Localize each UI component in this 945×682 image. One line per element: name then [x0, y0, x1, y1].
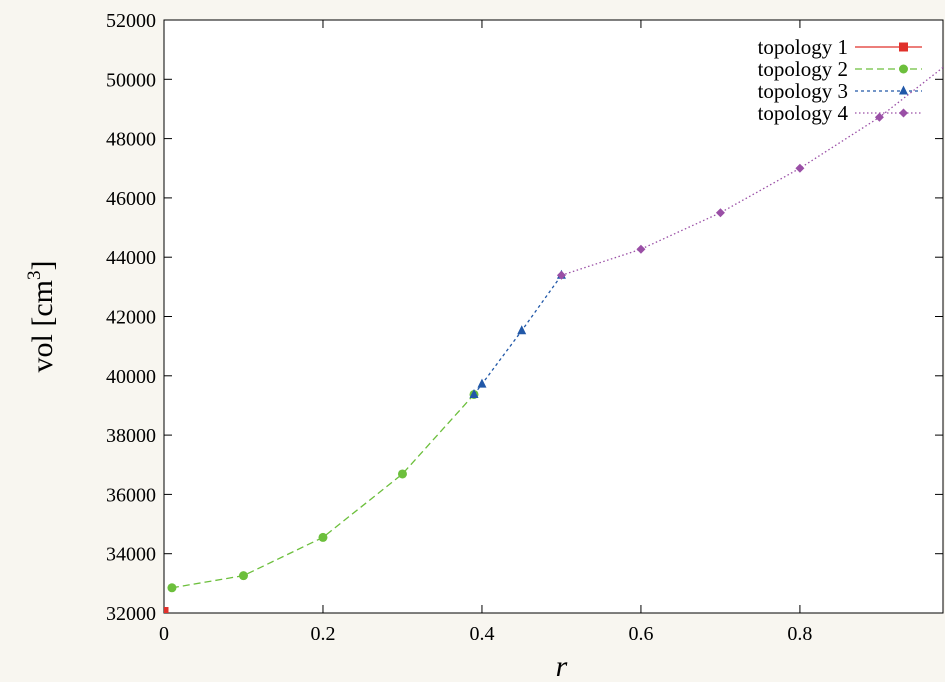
x-tick-label: 0.8	[787, 623, 812, 645]
data-point	[477, 378, 487, 388]
series-line	[473, 274, 562, 395]
legend-label: topology 1	[758, 35, 848, 59]
legend-marker	[899, 64, 908, 74]
y-tick-label: 40000	[106, 366, 156, 388]
legend-label: topology 3	[758, 79, 848, 103]
plot-frame	[163, 19, 944, 614]
data-point	[318, 532, 328, 542]
y-tick-label: 38000	[106, 425, 156, 447]
data-point	[795, 163, 805, 173]
y-tick-label: 46000	[106, 188, 156, 210]
y-tick-label: 32000	[106, 603, 156, 625]
x-tick-label: 0.6	[628, 623, 653, 645]
data-point	[874, 112, 884, 122]
data-point	[517, 325, 527, 335]
series-topology-4	[556, 66, 943, 280]
data-point	[556, 270, 566, 280]
series-line	[561, 66, 943, 276]
y-tick-label: 44000	[106, 247, 156, 269]
data-point	[636, 244, 646, 254]
data-point	[397, 469, 407, 479]
legend-marker	[899, 42, 908, 52]
legend-label: topology 4	[758, 101, 849, 125]
legend-label: topology 2	[758, 57, 848, 81]
data-point	[715, 208, 725, 218]
y-tick-label: 48000	[106, 129, 156, 151]
legend-marker	[899, 85, 908, 95]
y-tick-label: 42000	[106, 307, 156, 329]
series-topology-1	[164, 607, 169, 613]
data-point	[164, 607, 169, 613]
y-tick-label: 50000	[106, 69, 156, 91]
x-tick-label: 0	[159, 623, 169, 645]
x-axis-title: r	[556, 650, 568, 682]
data-point	[238, 571, 248, 581]
data-point	[469, 388, 479, 398]
x-tick-label: 0.4	[469, 623, 494, 645]
x-tick-label: 0.2	[310, 623, 335, 645]
legend-marker	[899, 108, 908, 118]
y-tick-label: 34000	[106, 544, 156, 566]
y-tick-label: 36000	[106, 484, 156, 506]
y-tick-label: 52000	[106, 10, 156, 32]
series-group	[164, 66, 943, 613]
axis-ticks: 32000 34000 36000 38000 40000 42000 44000 46000…	[106, 10, 943, 645]
data-point	[167, 583, 177, 593]
y-axis-title: vol [cm3]	[24, 261, 59, 373]
